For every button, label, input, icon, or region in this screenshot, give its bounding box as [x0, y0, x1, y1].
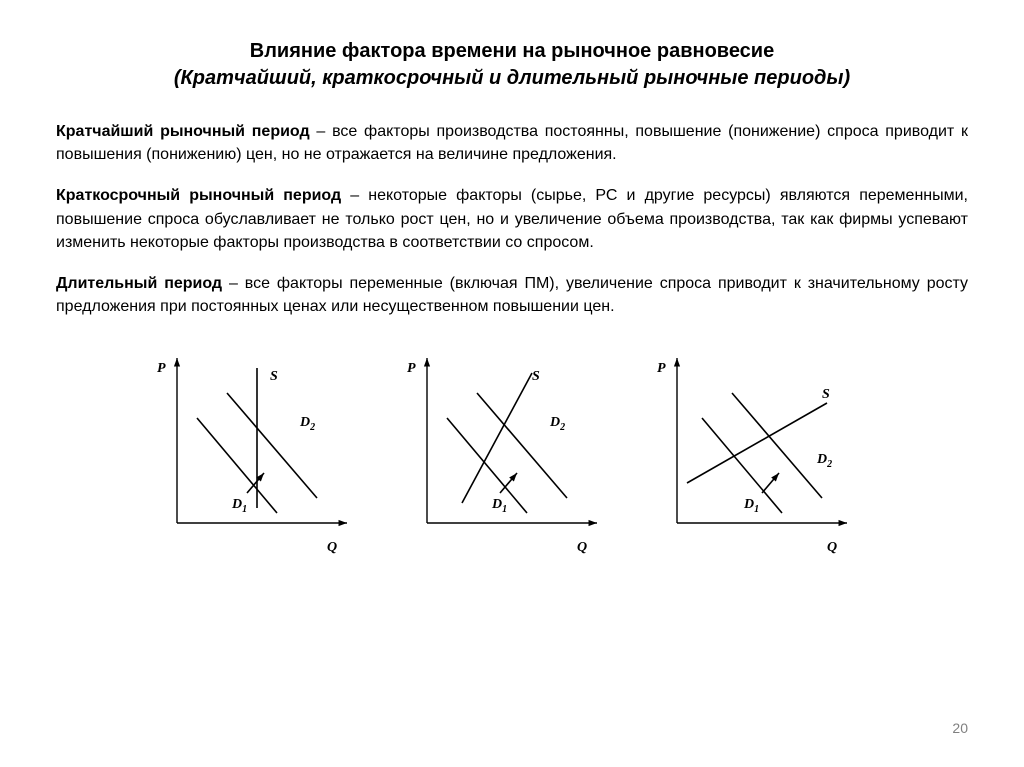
svg-text:Q: Q — [327, 540, 337, 555]
svg-text:S: S — [270, 369, 278, 384]
slide-page: Влияние фактора времени на рыночное равн… — [0, 0, 1024, 578]
paragraph-shortest: Кратчайший рыночный период – все факторы… — [56, 120, 968, 166]
svg-text:D1: D1 — [743, 497, 759, 515]
svg-text:D2: D2 — [299, 415, 315, 433]
paragraph-long: Длительный период – все факторы переменн… — [56, 272, 968, 318]
title-line2: (Кратчайший, краткосрочный и длительный … — [56, 65, 968, 92]
para2-lead: Краткосрочный рыночный период — [56, 187, 341, 204]
svg-text:D2: D2 — [549, 415, 565, 433]
chart-long: P Q S D2 D1 — [642, 348, 882, 578]
page-title: Влияние фактора времени на рыночное равн… — [56, 38, 968, 92]
paragraph-short: Краткосрочный рыночный период – некоторы… — [56, 184, 968, 254]
para3-lead: Длительный период — [56, 275, 222, 292]
chart-svg-shortest: P Q S D2 D1 — [142, 348, 382, 578]
chart-svg-short: P Q S D2 D1 — [392, 348, 632, 578]
svg-text:S: S — [822, 387, 830, 402]
page-number: 20 — [952, 720, 968, 736]
svg-text:Q: Q — [827, 540, 837, 555]
svg-text:D1: D1 — [491, 497, 507, 515]
svg-text:D1: D1 — [231, 497, 247, 515]
svg-text:P: P — [157, 361, 166, 376]
charts-row: P Q S D2 D1 P Q S D2 D1 P Q S D2 D1 — [56, 348, 968, 578]
svg-text:P: P — [407, 361, 416, 376]
chart-svg-long: P Q S D2 D1 — [642, 348, 882, 578]
title-line1: Влияние фактора времени на рыночное равн… — [250, 40, 774, 62]
chart-shortest: P Q S D2 D1 — [142, 348, 382, 578]
svg-text:D2: D2 — [816, 452, 832, 470]
svg-text:S: S — [532, 369, 540, 384]
para1-lead: Кратчайший рыночный период — [56, 123, 310, 140]
chart-short: P Q S D2 D1 — [392, 348, 632, 578]
svg-text:P: P — [657, 361, 666, 376]
svg-text:Q: Q — [577, 540, 587, 555]
